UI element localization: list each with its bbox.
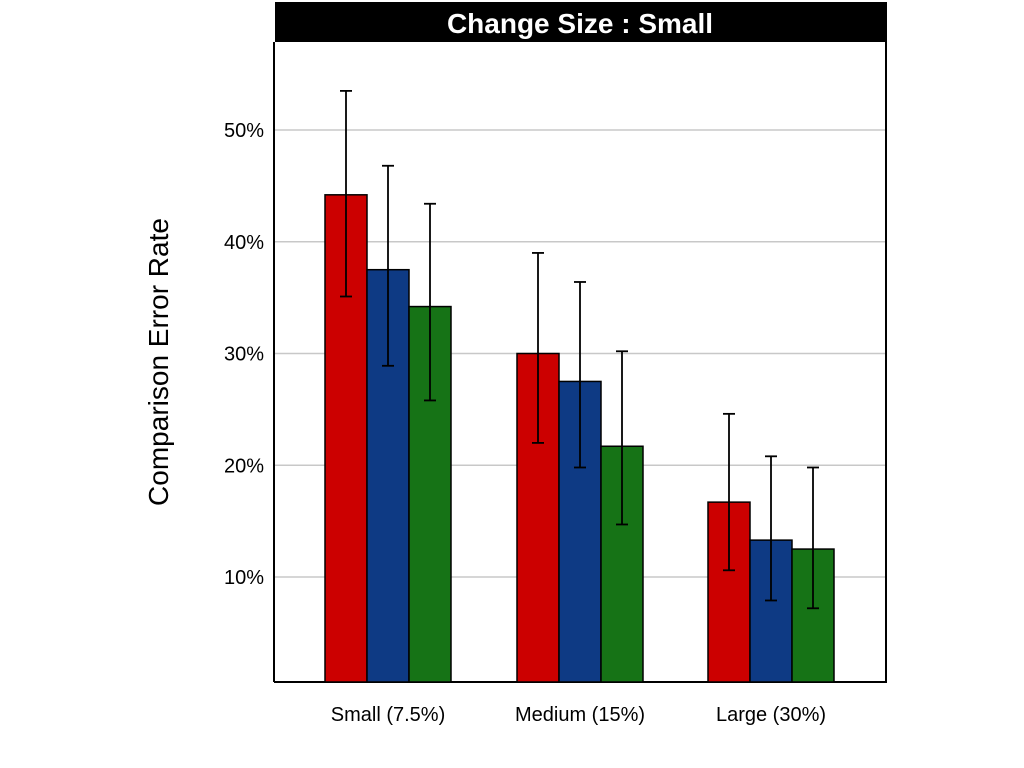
x-tick-label: Small (7.5%) [331,704,445,726]
x-tick-label: Medium (15%) [515,704,645,726]
y-tick-label: 30% [224,344,264,366]
y-tick-label: 40% [224,232,264,254]
y-tick-label: 20% [224,455,264,477]
y-axis-title: Comparison Error Rate [143,218,174,506]
facet-title: Change Size : Small [447,8,713,39]
facet-title-bar [275,2,887,42]
y-tick-label: 10% [224,567,264,589]
x-tick-label: Large (30%) [716,704,826,726]
y-tick-label: 50% [224,120,264,142]
